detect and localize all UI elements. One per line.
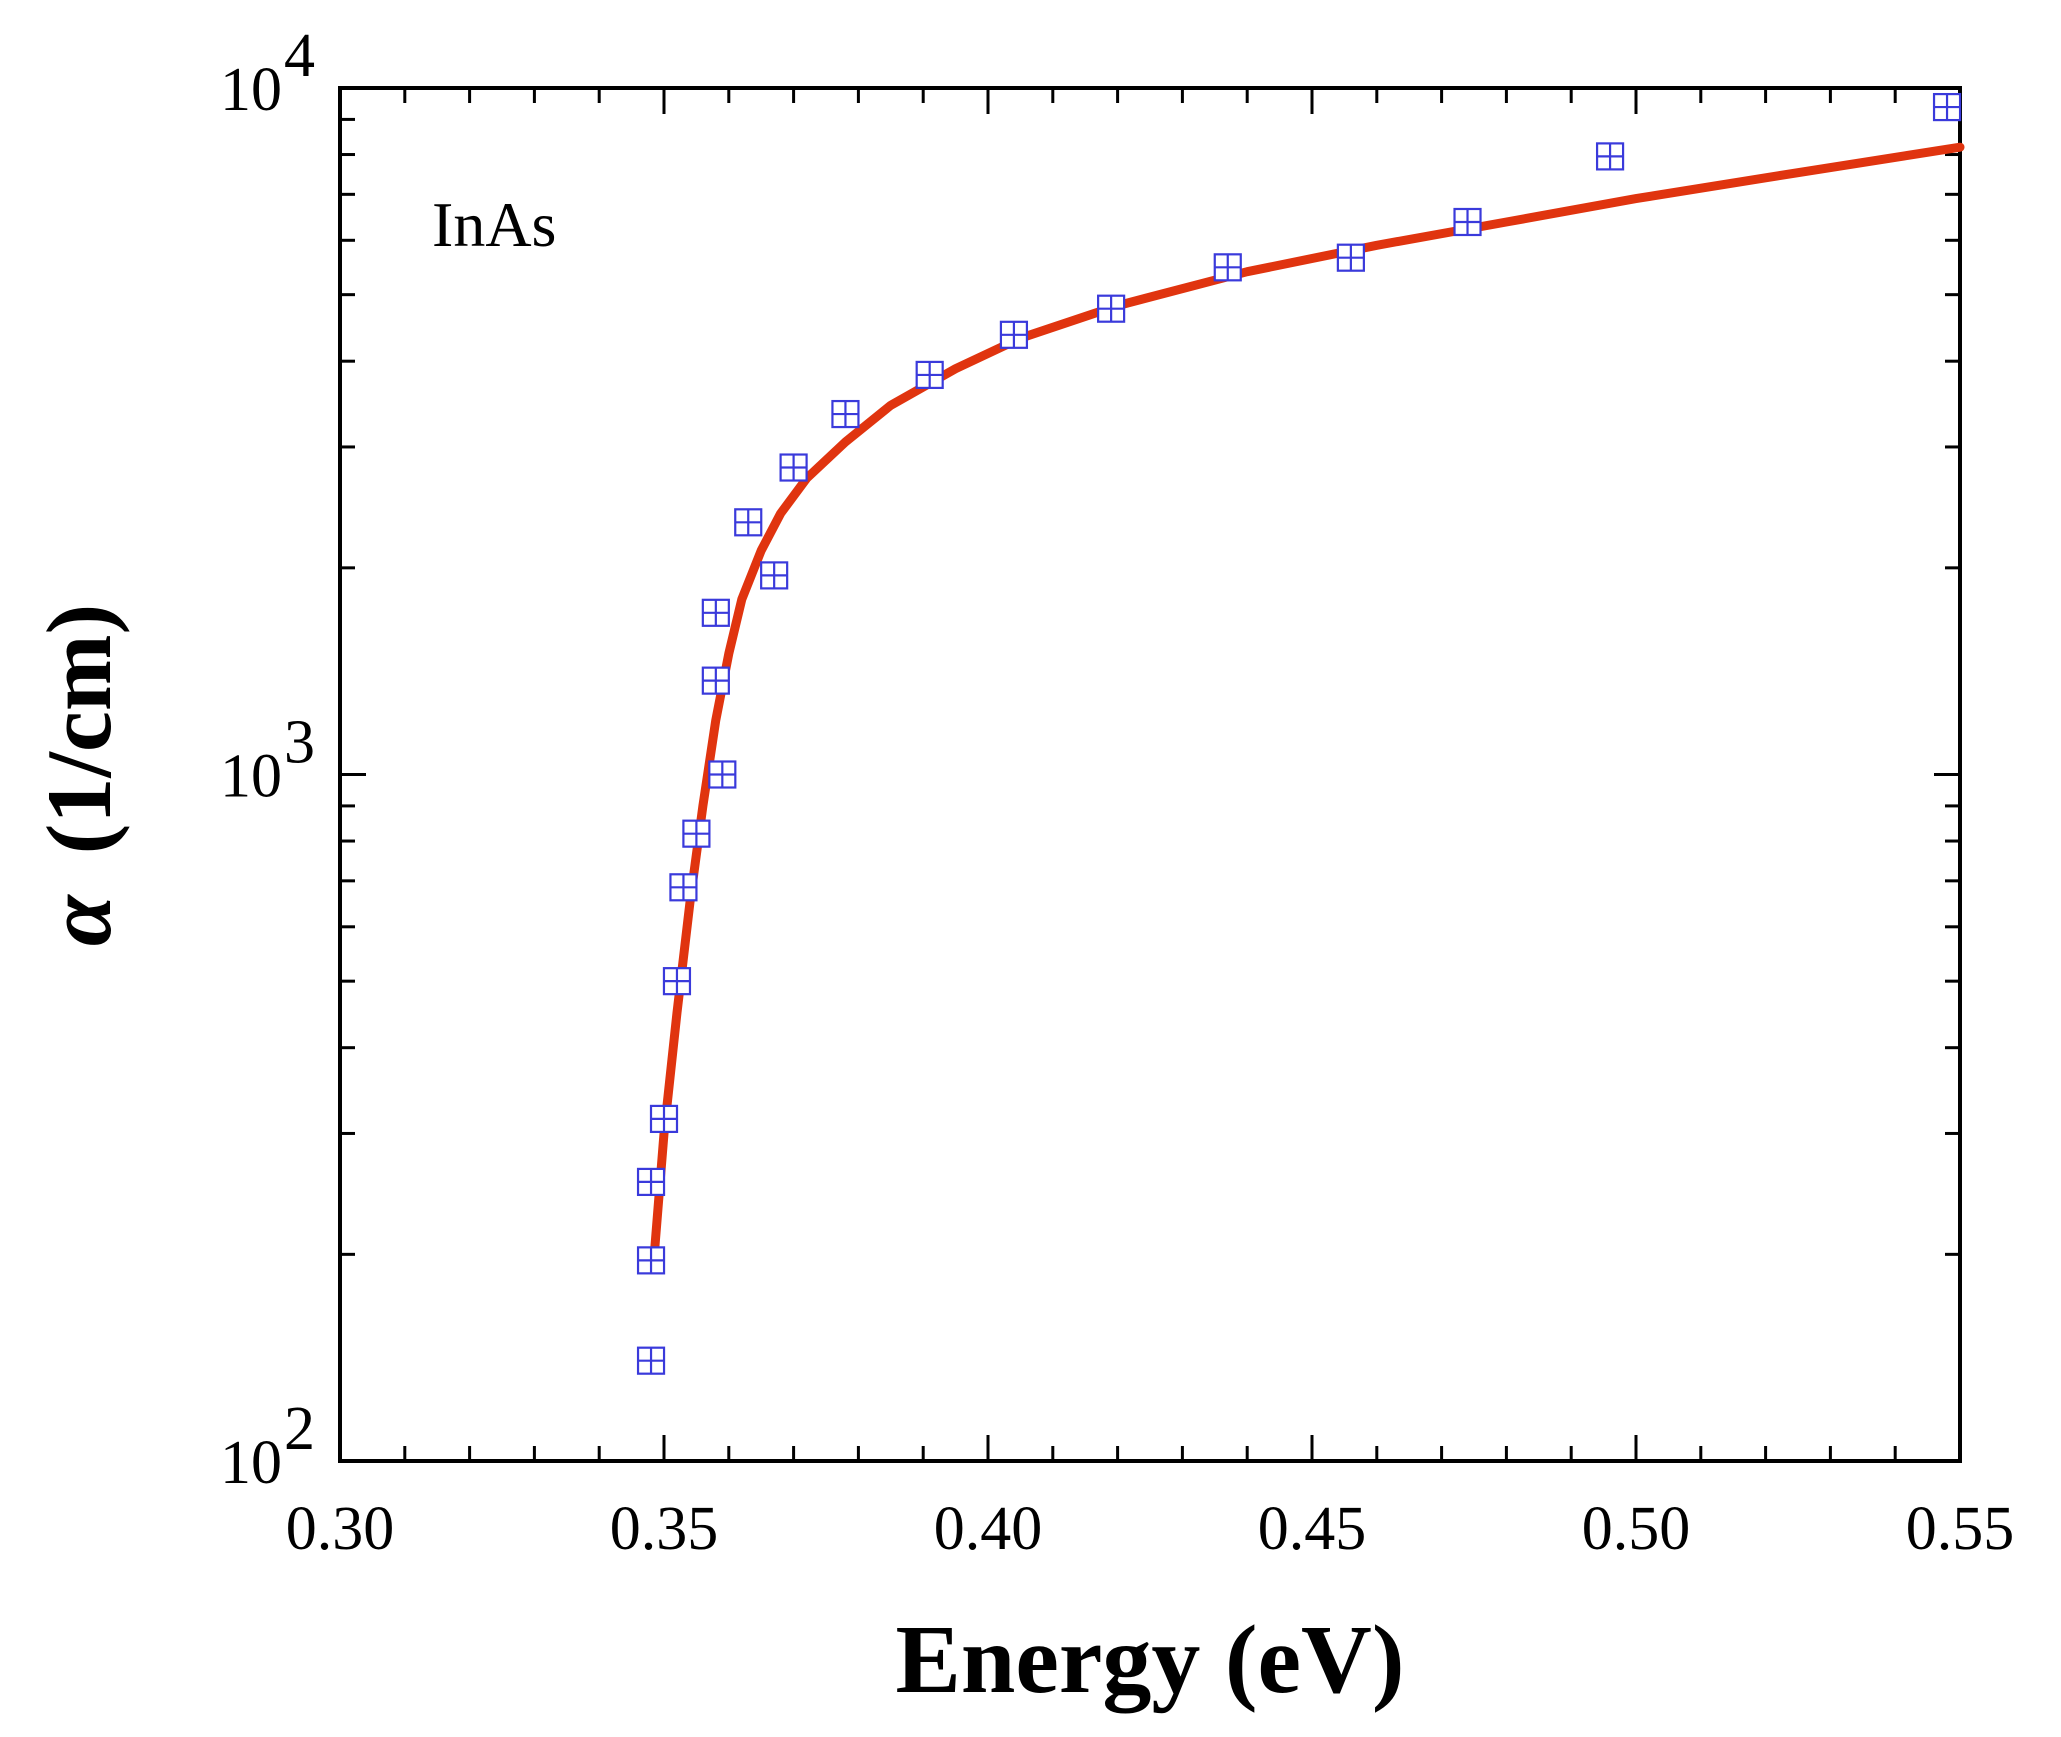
data-point — [662, 967, 692, 996]
x-tick-label: 0.40 — [934, 1495, 1043, 1563]
data-point — [636, 1167, 666, 1197]
x-axis-title: Energy (eV) — [896, 1606, 1405, 1714]
y-axis-title-symbol: α — [28, 893, 130, 946]
data-point — [1097, 294, 1126, 323]
y-axis-ticks — [340, 86, 1960, 1463]
data-point — [682, 819, 711, 848]
x-axis-ticks — [338, 88, 1962, 1461]
x-axis-tick-labels: 0.30 0.35 0.40 0.45 0.50 0.55 — [286, 1495, 2015, 1563]
x-tick-label: 0.55 — [1906, 1495, 2015, 1563]
y-tick-label: 10 — [220, 743, 282, 811]
data-point — [760, 561, 789, 590]
data-point — [999, 320, 1029, 349]
x-tick-label: 0.50 — [1582, 1495, 1691, 1563]
data-point — [1595, 142, 1625, 171]
data-point — [1932, 92, 1962, 122]
data-point — [636, 1346, 666, 1375]
data-point — [701, 598, 730, 627]
annotation-label: InAs — [432, 189, 556, 260]
data-point — [708, 760, 737, 789]
data-point — [701, 666, 730, 695]
data-point — [649, 1104, 679, 1134]
data-point — [1213, 253, 1242, 282]
y-tick-label: 10 — [220, 56, 282, 124]
data-point — [1336, 243, 1365, 272]
fit-line — [649, 142, 1965, 1259]
series-layer — [636, 92, 1965, 1375]
data-point — [1453, 207, 1482, 237]
data-point — [636, 1246, 666, 1275]
y-tick-label: 10 — [220, 1429, 282, 1497]
y-axis-title-unit: (1/cm) — [28, 604, 130, 854]
x-tick-label: 0.35 — [610, 1495, 719, 1563]
data-point — [734, 508, 763, 537]
y-tick-label-exponent: 3 — [284, 709, 315, 777]
data-point — [779, 453, 808, 482]
y-tick-label-exponent: 2 — [284, 1395, 315, 1463]
data-point — [831, 399, 860, 429]
y-tick-label-exponent: 4 — [284, 22, 315, 90]
x-tick-label: 0.45 — [1258, 1495, 1367, 1563]
data-point — [669, 873, 698, 902]
x-tick-label: 0.30 — [286, 1495, 395, 1563]
y-axis-title: α (1/cm) — [28, 604, 130, 946]
data-point — [915, 360, 944, 390]
